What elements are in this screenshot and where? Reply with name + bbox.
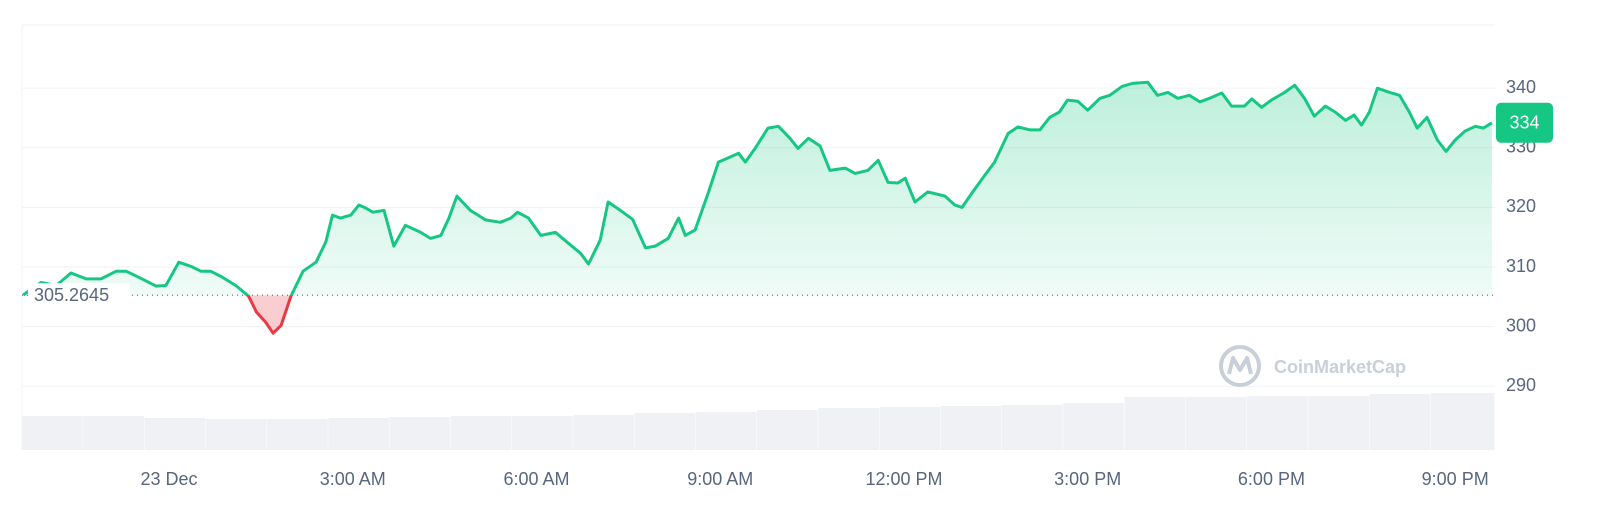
volume-bar — [511, 416, 573, 450]
x-tick-label: 3:00 AM — [320, 469, 386, 489]
watermark: CoinMarketCap — [1219, 345, 1406, 387]
area-above — [23, 82, 1492, 296]
price-line — [22, 80, 1493, 296]
volume-bar — [1063, 403, 1124, 450]
volume-bar — [634, 413, 696, 450]
price-tag-bg — [1496, 102, 1553, 143]
baseline-label: 305.2645 — [34, 285, 109, 305]
volume-bar — [205, 419, 267, 450]
volume-bar — [695, 412, 757, 450]
volume-bar — [1001, 405, 1063, 450]
baseline-label-bg — [28, 283, 130, 308]
volume-bar — [450, 416, 512, 450]
volume-bar — [573, 415, 634, 450]
x-tick-label: 9:00 PM — [1422, 469, 1489, 489]
x-tick-label: 23 Dec — [140, 469, 197, 489]
y-tick-label: 310 — [1506, 256, 1536, 276]
volume-bar — [1246, 396, 1308, 450]
volume-bar — [1430, 393, 1495, 450]
y-tick-label: 340 — [1506, 77, 1536, 97]
x-tick-label: 3:00 PM — [1054, 469, 1121, 489]
volume-bar — [389, 417, 451, 450]
y-tick-label: 300 — [1506, 315, 1536, 335]
watermark-logo-mark — [1227, 356, 1253, 375]
x-tick-label: 9:00 AM — [687, 469, 753, 489]
y-tick-label: 290 — [1506, 375, 1536, 395]
volume-bar — [144, 418, 206, 450]
volume-bar — [940, 406, 1002, 450]
price-tag: 334 — [1509, 113, 1539, 133]
watermark-logo — [1219, 345, 1261, 387]
watermark-text: CoinMarketCap — [1274, 357, 1406, 377]
volume-bar — [1369, 394, 1431, 450]
volume-bar — [1124, 397, 1186, 450]
x-tick-label: 6:00 AM — [503, 469, 569, 489]
volume-bar — [22, 416, 83, 450]
volume-bar — [818, 408, 879, 450]
volume-bar — [328, 418, 389, 450]
x-tick-label: 6:00 PM — [1238, 469, 1305, 489]
y-tick-label: 320 — [1506, 196, 1536, 216]
volume-bar — [756, 410, 818, 450]
x-tick-label: 12:00 PM — [865, 469, 942, 489]
volume-bar — [879, 407, 941, 450]
volume-bar — [266, 419, 328, 450]
volume-bar — [1185, 397, 1247, 450]
volume-bar — [1308, 396, 1369, 450]
volume-bar — [83, 416, 144, 450]
